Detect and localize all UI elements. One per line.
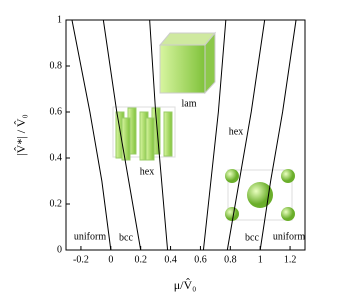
y-tick-label: 0.4 (50, 152, 63, 163)
x-axis-title: μ/V̂₀ (174, 277, 197, 291)
phase-label: bcc (119, 232, 133, 243)
phase-label: uniform (273, 231, 305, 242)
x-tick-label: 0 (108, 254, 113, 265)
phase-label: hex (140, 166, 154, 177)
phase-boundary (259, 19, 297, 251)
bcc-inset (225, 169, 295, 221)
phase-boundary (71, 19, 112, 251)
phase-label: lam (182, 98, 197, 109)
phase-boundary (226, 19, 266, 251)
phase-boundary (102, 19, 142, 251)
lam-inset (158, 31, 217, 95)
x-tick-label: 1 (258, 254, 263, 265)
plot-frame (65, 19, 306, 251)
phase-boundary (202, 19, 227, 251)
hex-inset (112, 106, 176, 161)
x-tick-label: 1.2 (284, 254, 297, 265)
phase-label: hex (229, 126, 243, 137)
x-tick-label: -0.2 (73, 254, 89, 265)
y-tick-label: 0.6 (50, 106, 63, 117)
phase-label: bcc (245, 232, 259, 243)
phase-boundary (149, 19, 169, 251)
y-tick-label: 0.8 (50, 60, 63, 71)
x-tick-label: 0.6 (194, 254, 207, 265)
x-tick-label: 0.4 (164, 254, 177, 265)
y-tick-label: 0.2 (50, 198, 63, 209)
y-tick-label: 1 (57, 14, 62, 25)
phase-label: uniform (74, 231, 106, 242)
x-tick-label: 0.8 (224, 254, 237, 265)
y-tick-label: 0 (57, 244, 62, 255)
y-axis-title: |V̂*| / V̂₀ (13, 114, 27, 155)
x-tick-label: 0.2 (134, 254, 147, 265)
